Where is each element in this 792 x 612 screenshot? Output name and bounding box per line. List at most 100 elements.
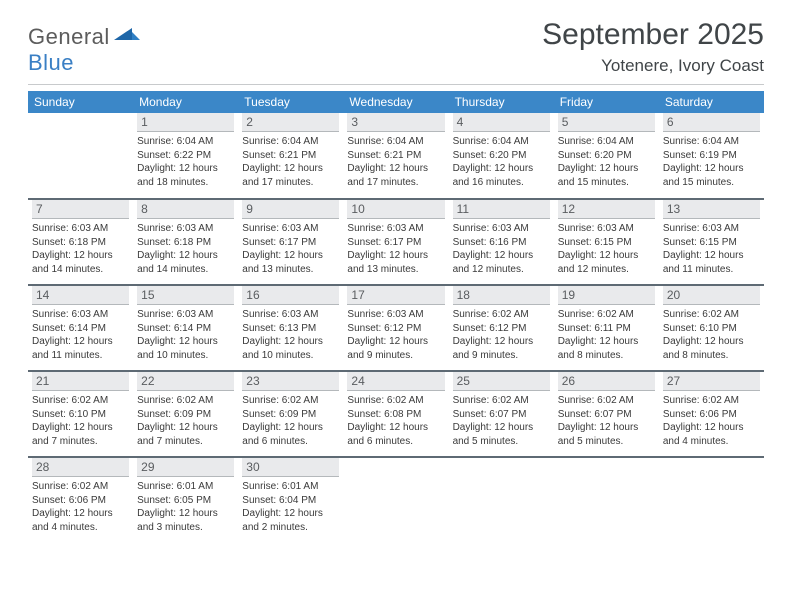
calendar-cell: 21Sunrise: 6:02 AMSunset: 6:10 PMDayligh… bbox=[28, 371, 133, 456]
daylight-text: Daylight: 12 hours bbox=[32, 421, 129, 435]
sunset-text: Sunset: 6:20 PM bbox=[453, 149, 550, 163]
sunset-text: Sunset: 6:16 PM bbox=[453, 236, 550, 250]
day-cell: 29Sunrise: 6:01 AMSunset: 6:05 PMDayligh… bbox=[133, 458, 238, 540]
daylight-text: Daylight: 12 hours bbox=[663, 421, 760, 435]
day-cell: 25Sunrise: 6:02 AMSunset: 6:07 PMDayligh… bbox=[449, 372, 554, 454]
sunset-text: Sunset: 6:17 PM bbox=[242, 236, 339, 250]
daylight-text: Daylight: 12 hours bbox=[347, 335, 444, 349]
day-number: 22 bbox=[137, 372, 234, 391]
sunset-text: Sunset: 6:05 PM bbox=[137, 494, 234, 508]
day-number: 11 bbox=[453, 200, 550, 219]
day-number: 12 bbox=[558, 200, 655, 219]
sunset-text: Sunset: 6:17 PM bbox=[347, 236, 444, 250]
day-cell: 10Sunrise: 6:03 AMSunset: 6:17 PMDayligh… bbox=[343, 200, 448, 282]
calendar-cell: 23Sunrise: 6:02 AMSunset: 6:09 PMDayligh… bbox=[238, 371, 343, 456]
day-number: 24 bbox=[347, 372, 444, 391]
calendar-cell: 6Sunrise: 6:04 AMSunset: 6:19 PMDaylight… bbox=[659, 113, 764, 198]
sunrise-text: Sunrise: 6:02 AM bbox=[558, 394, 655, 408]
day-cell: 22Sunrise: 6:02 AMSunset: 6:09 PMDayligh… bbox=[133, 372, 238, 454]
day-number: 18 bbox=[453, 286, 550, 305]
sunset-text: Sunset: 6:14 PM bbox=[32, 322, 129, 336]
sunset-text: Sunset: 6:15 PM bbox=[558, 236, 655, 250]
sunrise-text: Sunrise: 6:02 AM bbox=[32, 394, 129, 408]
calendar-cell: 11Sunrise: 6:03 AMSunset: 6:16 PMDayligh… bbox=[449, 199, 554, 284]
sunset-text: Sunset: 6:08 PM bbox=[347, 408, 444, 422]
calendar-cell: 18Sunrise: 6:02 AMSunset: 6:12 PMDayligh… bbox=[449, 285, 554, 370]
day-number: 17 bbox=[347, 286, 444, 305]
sunset-text: Sunset: 6:18 PM bbox=[137, 236, 234, 250]
sunset-text: Sunset: 6:22 PM bbox=[137, 149, 234, 163]
daylight-text: and 16 minutes. bbox=[453, 176, 550, 190]
calendar-cell: 15Sunrise: 6:03 AMSunset: 6:14 PMDayligh… bbox=[133, 285, 238, 370]
location-label: Yotenere, Ivory Coast bbox=[542, 56, 764, 76]
day-number: 15 bbox=[137, 286, 234, 305]
daylight-text: and 2 minutes. bbox=[242, 521, 339, 535]
daylight-text: Daylight: 12 hours bbox=[663, 249, 760, 263]
sunset-text: Sunset: 6:07 PM bbox=[558, 408, 655, 422]
daylight-text: Daylight: 12 hours bbox=[347, 249, 444, 263]
calendar-cell bbox=[28, 113, 133, 198]
daylight-text: and 15 minutes. bbox=[663, 176, 760, 190]
day-number: 6 bbox=[663, 113, 760, 132]
header-rule bbox=[28, 84, 764, 85]
daylight-text: Daylight: 12 hours bbox=[453, 162, 550, 176]
day-cell: 24Sunrise: 6:02 AMSunset: 6:08 PMDayligh… bbox=[343, 372, 448, 454]
calendar-cell bbox=[659, 457, 764, 542]
calendar-cell bbox=[554, 457, 659, 542]
logo-word-general: General bbox=[28, 24, 110, 49]
day-cell: 28Sunrise: 6:02 AMSunset: 6:06 PMDayligh… bbox=[28, 458, 133, 540]
daylight-text: and 9 minutes. bbox=[453, 349, 550, 363]
sunset-text: Sunset: 6:06 PM bbox=[663, 408, 760, 422]
daylight-text: and 12 minutes. bbox=[453, 263, 550, 277]
sunrise-text: Sunrise: 6:02 AM bbox=[453, 394, 550, 408]
calendar-cell: 12Sunrise: 6:03 AMSunset: 6:15 PMDayligh… bbox=[554, 199, 659, 284]
sunrise-text: Sunrise: 6:02 AM bbox=[663, 308, 760, 322]
sunrise-text: Sunrise: 6:04 AM bbox=[453, 135, 550, 149]
daylight-text: and 15 minutes. bbox=[558, 176, 655, 190]
calendar-cell bbox=[343, 457, 448, 542]
calendar-cell: 10Sunrise: 6:03 AMSunset: 6:17 PMDayligh… bbox=[343, 199, 448, 284]
calendar-cell: 2Sunrise: 6:04 AMSunset: 6:21 PMDaylight… bbox=[238, 113, 343, 198]
sunrise-text: Sunrise: 6:04 AM bbox=[558, 135, 655, 149]
daylight-text: Daylight: 12 hours bbox=[242, 335, 339, 349]
day-cell: 3Sunrise: 6:04 AMSunset: 6:21 PMDaylight… bbox=[343, 113, 448, 195]
calendar-cell: 25Sunrise: 6:02 AMSunset: 6:07 PMDayligh… bbox=[449, 371, 554, 456]
daylight-text: and 18 minutes. bbox=[137, 176, 234, 190]
day-number: 23 bbox=[242, 372, 339, 391]
daylight-text: and 6 minutes. bbox=[242, 435, 339, 449]
sunrise-text: Sunrise: 6:01 AM bbox=[242, 480, 339, 494]
sunset-text: Sunset: 6:12 PM bbox=[347, 322, 444, 336]
sunset-text: Sunset: 6:14 PM bbox=[137, 322, 234, 336]
day-cell: 8Sunrise: 6:03 AMSunset: 6:18 PMDaylight… bbox=[133, 200, 238, 282]
header: General Blue September 2025 Yotenere, Iv… bbox=[28, 18, 764, 76]
day-cell: 21Sunrise: 6:02 AMSunset: 6:10 PMDayligh… bbox=[28, 372, 133, 454]
sunrise-text: Sunrise: 6:02 AM bbox=[663, 394, 760, 408]
sunrise-text: Sunrise: 6:04 AM bbox=[137, 135, 234, 149]
day-header: Saturday bbox=[659, 91, 764, 113]
day-cell: 14Sunrise: 6:03 AMSunset: 6:14 PMDayligh… bbox=[28, 286, 133, 368]
daylight-text: Daylight: 12 hours bbox=[558, 335, 655, 349]
calendar-cell: 8Sunrise: 6:03 AMSunset: 6:18 PMDaylight… bbox=[133, 199, 238, 284]
day-number: 10 bbox=[347, 200, 444, 219]
sunrise-text: Sunrise: 6:03 AM bbox=[242, 222, 339, 236]
title-block: September 2025 Yotenere, Ivory Coast bbox=[542, 18, 764, 76]
daylight-text: and 7 minutes. bbox=[137, 435, 234, 449]
daylight-text: Daylight: 12 hours bbox=[558, 249, 655, 263]
day-cell: 20Sunrise: 6:02 AMSunset: 6:10 PMDayligh… bbox=[659, 286, 764, 368]
day-number: 26 bbox=[558, 372, 655, 391]
day-number: 9 bbox=[242, 200, 339, 219]
logo-text: General Blue bbox=[28, 24, 140, 76]
calendar-cell: 9Sunrise: 6:03 AMSunset: 6:17 PMDaylight… bbox=[238, 199, 343, 284]
sunrise-text: Sunrise: 6:02 AM bbox=[558, 308, 655, 322]
sunset-text: Sunset: 6:10 PM bbox=[32, 408, 129, 422]
daylight-text: and 7 minutes. bbox=[32, 435, 129, 449]
month-title: September 2025 bbox=[542, 18, 764, 52]
daylight-text: and 10 minutes. bbox=[137, 349, 234, 363]
calendar-week-row: 7Sunrise: 6:03 AMSunset: 6:18 PMDaylight… bbox=[28, 199, 764, 284]
day-number: 14 bbox=[32, 286, 129, 305]
day-cell: 7Sunrise: 6:03 AMSunset: 6:18 PMDaylight… bbox=[28, 200, 133, 282]
sunrise-text: Sunrise: 6:04 AM bbox=[663, 135, 760, 149]
day-number: 2 bbox=[242, 113, 339, 132]
day-number: 27 bbox=[663, 372, 760, 391]
daylight-text: Daylight: 12 hours bbox=[242, 421, 339, 435]
